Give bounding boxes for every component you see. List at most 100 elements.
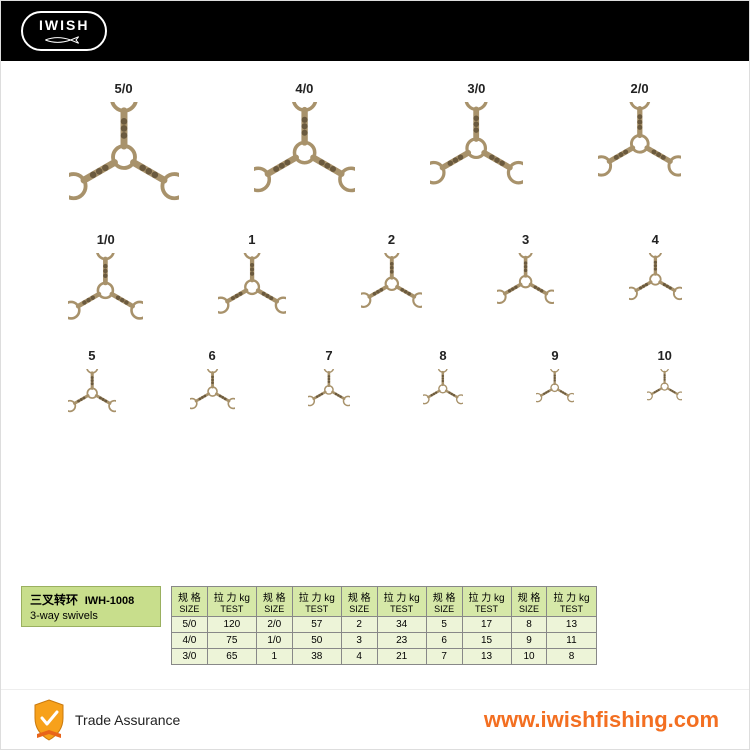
- cell-test: 13: [547, 617, 596, 633]
- brand-logo: IWISH: [21, 11, 107, 51]
- cell-size: 3/0: [172, 649, 208, 665]
- swivel-icon: [308, 369, 350, 411]
- swivel-icon: [629, 253, 682, 306]
- product-row: 5 6 7: [31, 348, 719, 417]
- col-test-header: 拉 力 kgTEST: [462, 587, 511, 617]
- cell-test: 23: [377, 633, 426, 649]
- cell-test: 17: [462, 617, 511, 633]
- assurance-label: Trade Assurance: [75, 712, 180, 728]
- product-item: 4/0: [254, 81, 355, 203]
- product-item: 4: [629, 232, 682, 306]
- product-row: 1/0 1 2: [31, 232, 719, 328]
- size-label: 7: [325, 348, 332, 363]
- product-grid: 5/0 4/0 3/0: [1, 61, 749, 581]
- swivel-icon: [647, 369, 682, 404]
- product-item: 2/0: [598, 81, 682, 186]
- cell-size: 9: [511, 633, 547, 649]
- col-test-header: 拉 力 kgTEST: [547, 587, 596, 617]
- cell-size: 5/0: [172, 617, 208, 633]
- col-size-header: 规 格SIZE: [341, 587, 377, 617]
- size-label: 2/0: [631, 81, 649, 96]
- size-label: 1/0: [97, 232, 115, 247]
- product-item: 7: [308, 348, 350, 411]
- product-item: 8: [423, 348, 463, 409]
- cell-test: 34: [377, 617, 426, 633]
- product-model: IWH-1008: [85, 595, 135, 607]
- table-row: 3/065138421713108: [172, 649, 597, 665]
- cell-size: 8: [511, 617, 547, 633]
- product-item: 6: [190, 348, 235, 414]
- spec-table: 规 格SIZE拉 力 kgTEST规 格SIZE拉 力 kgTEST规 格SIZ…: [171, 586, 597, 665]
- product-item: 5/0: [69, 81, 179, 212]
- col-test-header: 拉 力 kgTEST: [377, 587, 426, 617]
- col-test-header: 拉 力 kgTEST: [292, 587, 341, 617]
- cell-size: 2/0: [256, 617, 292, 633]
- size-label: 8: [439, 348, 446, 363]
- swivel-icon: [430, 102, 522, 194]
- product-item: 10: [647, 348, 682, 404]
- product-item: 5: [68, 348, 116, 417]
- swivel-icon: [69, 102, 179, 212]
- product-title-cn: 三叉转环 IWH-1008: [30, 591, 152, 608]
- footer-bar: Trade Assurance www.iwishfishing.com: [1, 689, 749, 749]
- swivel-icon: [536, 369, 573, 406]
- product-row: 5/0 4/0 3/0: [31, 81, 719, 212]
- col-size-header: 规 格SIZE: [172, 587, 208, 617]
- brand-name: IWISH: [39, 17, 89, 33]
- swivel-icon: [423, 369, 463, 409]
- col-test-header: 拉 力 kgTEST: [207, 587, 256, 617]
- size-label: 3/0: [467, 81, 485, 96]
- swivel-icon: [361, 253, 423, 315]
- cell-size: 1/0: [256, 633, 292, 649]
- cell-test: 21: [377, 649, 426, 665]
- col-size-header: 规 格SIZE: [256, 587, 292, 617]
- cell-size: 6: [426, 633, 462, 649]
- product-item: 3/0: [430, 81, 522, 194]
- swivel-icon: [218, 253, 286, 321]
- cell-size: 10: [511, 649, 547, 665]
- cell-test: 120: [207, 617, 256, 633]
- product-item: 9: [536, 348, 573, 406]
- cell-size: 4: [341, 649, 377, 665]
- header-bar: IWISH: [1, 1, 749, 61]
- size-label: 4/0: [295, 81, 313, 96]
- swivel-icon: [68, 369, 116, 417]
- product-item: 2: [361, 232, 423, 315]
- product-title-box: 三叉转环 IWH-1008 3-way swivels: [21, 586, 161, 627]
- cell-size: 2: [341, 617, 377, 633]
- swivel-icon: [68, 253, 143, 328]
- cell-size: 1: [256, 649, 292, 665]
- cell-test: 50: [292, 633, 341, 649]
- size-label: 1: [248, 232, 255, 247]
- size-label: 5: [88, 348, 95, 363]
- fish-icon: [44, 35, 84, 45]
- size-label: 3: [522, 232, 529, 247]
- size-label: 9: [551, 348, 558, 363]
- cell-test: 8: [547, 649, 596, 665]
- cell-test: 15: [462, 633, 511, 649]
- website-url: www.iwishfishing.com: [484, 707, 719, 733]
- swivel-icon: [497, 253, 554, 310]
- cell-size: 4/0: [172, 633, 208, 649]
- cell-test: 11: [547, 633, 596, 649]
- trade-assurance: Trade Assurance: [31, 698, 180, 742]
- product-item: 1/0: [68, 232, 143, 328]
- cell-test: 75: [207, 633, 256, 649]
- size-label: 10: [657, 348, 671, 363]
- shield-icon: [31, 698, 67, 742]
- cell-test: 57: [292, 617, 341, 633]
- product-item: 1: [218, 232, 286, 321]
- cell-size: 7: [426, 649, 462, 665]
- swivel-icon: [190, 369, 235, 414]
- size-label: 5/0: [115, 81, 133, 96]
- cell-size: 3: [341, 633, 377, 649]
- col-size-header: 规 格SIZE: [511, 587, 547, 617]
- cell-test: 38: [292, 649, 341, 665]
- swivel-icon: [254, 102, 355, 203]
- table-row: 4/0751/050323615911: [172, 633, 597, 649]
- table-row: 5/01202/057234517813: [172, 617, 597, 633]
- col-size-header: 规 格SIZE: [426, 587, 462, 617]
- size-label: 2: [388, 232, 395, 247]
- cell-size: 5: [426, 617, 462, 633]
- swivel-icon: [598, 102, 682, 186]
